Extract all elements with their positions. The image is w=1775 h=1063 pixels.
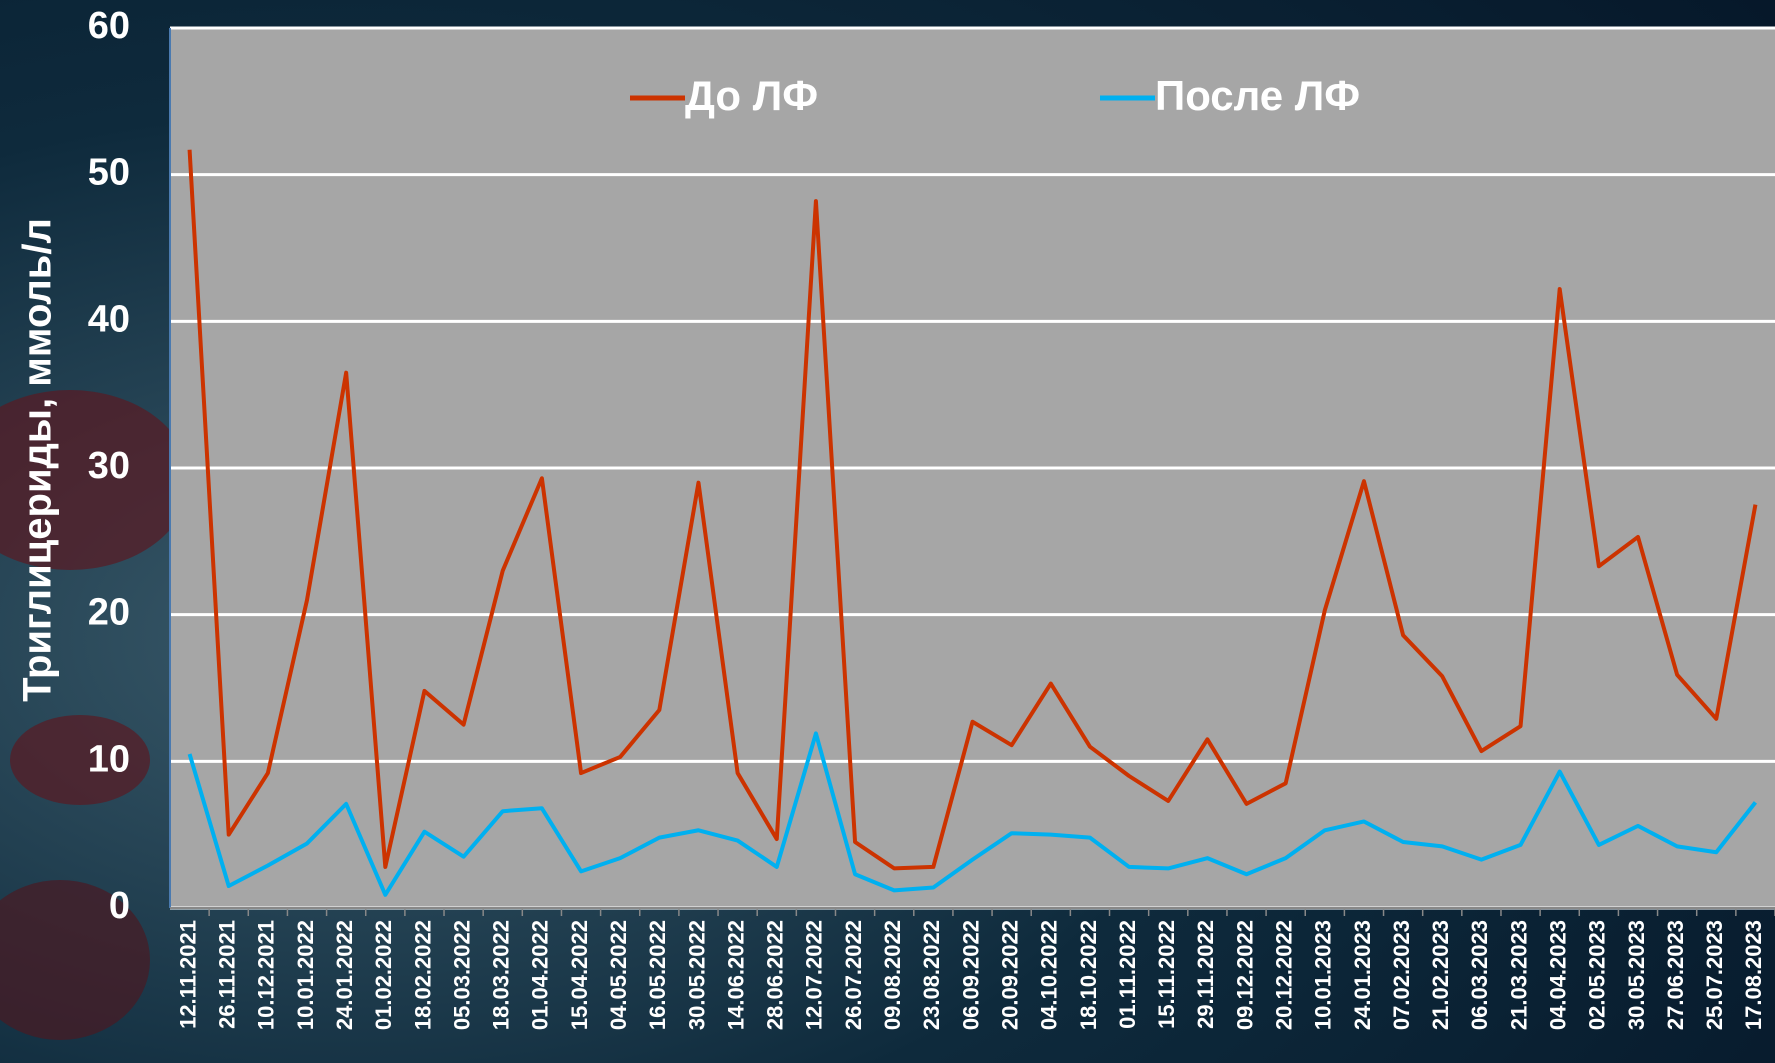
x-tick-label: 02.05.2023 (1585, 920, 1610, 1030)
legend-label: До ЛФ (685, 72, 818, 119)
x-tick-label: 21.02.2023 (1428, 920, 1453, 1030)
x-tick-label: 01.04.2022 (528, 920, 553, 1030)
x-tick-label: 25.07.2023 (1702, 920, 1727, 1030)
x-tick-label: 10.01.2023 (1311, 920, 1336, 1030)
x-tick-label: 18.02.2022 (410, 920, 435, 1030)
x-tick-label: 29.11.2022 (1193, 920, 1218, 1029)
y-tick-label: 40 (88, 298, 130, 340)
x-tick-label: 26.11.2021 (215, 920, 240, 1029)
x-tick-label: 26.07.2022 (841, 920, 866, 1030)
x-tick-label: 24.01.2022 (332, 920, 357, 1030)
x-tick-label: 10.12.2021 (254, 920, 279, 1030)
x-tick-label: 04.05.2022 (606, 920, 631, 1030)
y-axis-label: Триглицериды, ммоль/л (16, 218, 60, 702)
x-tick-label: 01.11.2022 (1115, 920, 1140, 1029)
x-tick-label: 23.08.2022 (919, 920, 944, 1030)
y-tick-label: 20 (88, 592, 130, 634)
y-tick-label: 50 (88, 152, 130, 194)
x-tick-label: 16.05.2022 (645, 920, 670, 1030)
x-tick-label: 30.05.2022 (684, 920, 709, 1030)
x-tick-label: 14.06.2022 (723, 920, 748, 1030)
y-tick-label: 10 (88, 738, 130, 780)
x-tick-label: 30.05.2023 (1624, 920, 1649, 1030)
y-tick-label: 60 (88, 5, 130, 47)
y-tick-label: 30 (88, 445, 130, 487)
x-tick-label: 12.11.2021 (175, 920, 200, 1029)
x-tick-label: 06.09.2022 (958, 920, 983, 1030)
x-tick-label: 24.01.2023 (1350, 920, 1375, 1030)
x-tick-label: 12.07.2022 (802, 920, 827, 1030)
legend-label: После ЛФ (1155, 72, 1360, 119)
x-tick-label: 05.03.2022 (449, 920, 474, 1030)
x-tick-label: 18.10.2022 (1076, 920, 1101, 1030)
x-tick-label: 04.04.2023 (1546, 920, 1571, 1030)
line-series (187, 149, 1758, 871)
decor (0, 390, 190, 570)
x-tick-label: 01.02.2022 (371, 920, 396, 1030)
line-series (187, 731, 1758, 897)
x-tick-label: 17.08.2023 (1741, 920, 1766, 1030)
x-tick-label: 09.08.2022 (880, 920, 905, 1030)
x-tick-label: 06.03.2023 (1467, 920, 1492, 1030)
x-tick-label: 20.12.2022 (1271, 920, 1296, 1030)
x-tick-label: 15.11.2022 (1154, 920, 1179, 1029)
x-tick-label: 27.06.2023 (1663, 920, 1688, 1030)
x-tick-label: 04.10.2022 (1037, 920, 1062, 1030)
decor (0, 880, 150, 1040)
x-tick-label: 21.03.2023 (1506, 920, 1531, 1030)
x-tick-label: 09.12.2022 (1232, 920, 1257, 1030)
x-tick-label: 20.09.2022 (997, 920, 1022, 1030)
x-tick-label: 18.03.2022 (489, 920, 514, 1030)
y-tick-label: 0 (109, 885, 130, 927)
x-tick-label: 15.04.2022 (567, 920, 592, 1030)
x-tick-label: 10.01.2022 (293, 920, 318, 1030)
x-tick-label: 28.06.2022 (763, 920, 788, 1030)
x-tick-label: 07.02.2023 (1389, 920, 1414, 1030)
decor (10, 715, 150, 805)
